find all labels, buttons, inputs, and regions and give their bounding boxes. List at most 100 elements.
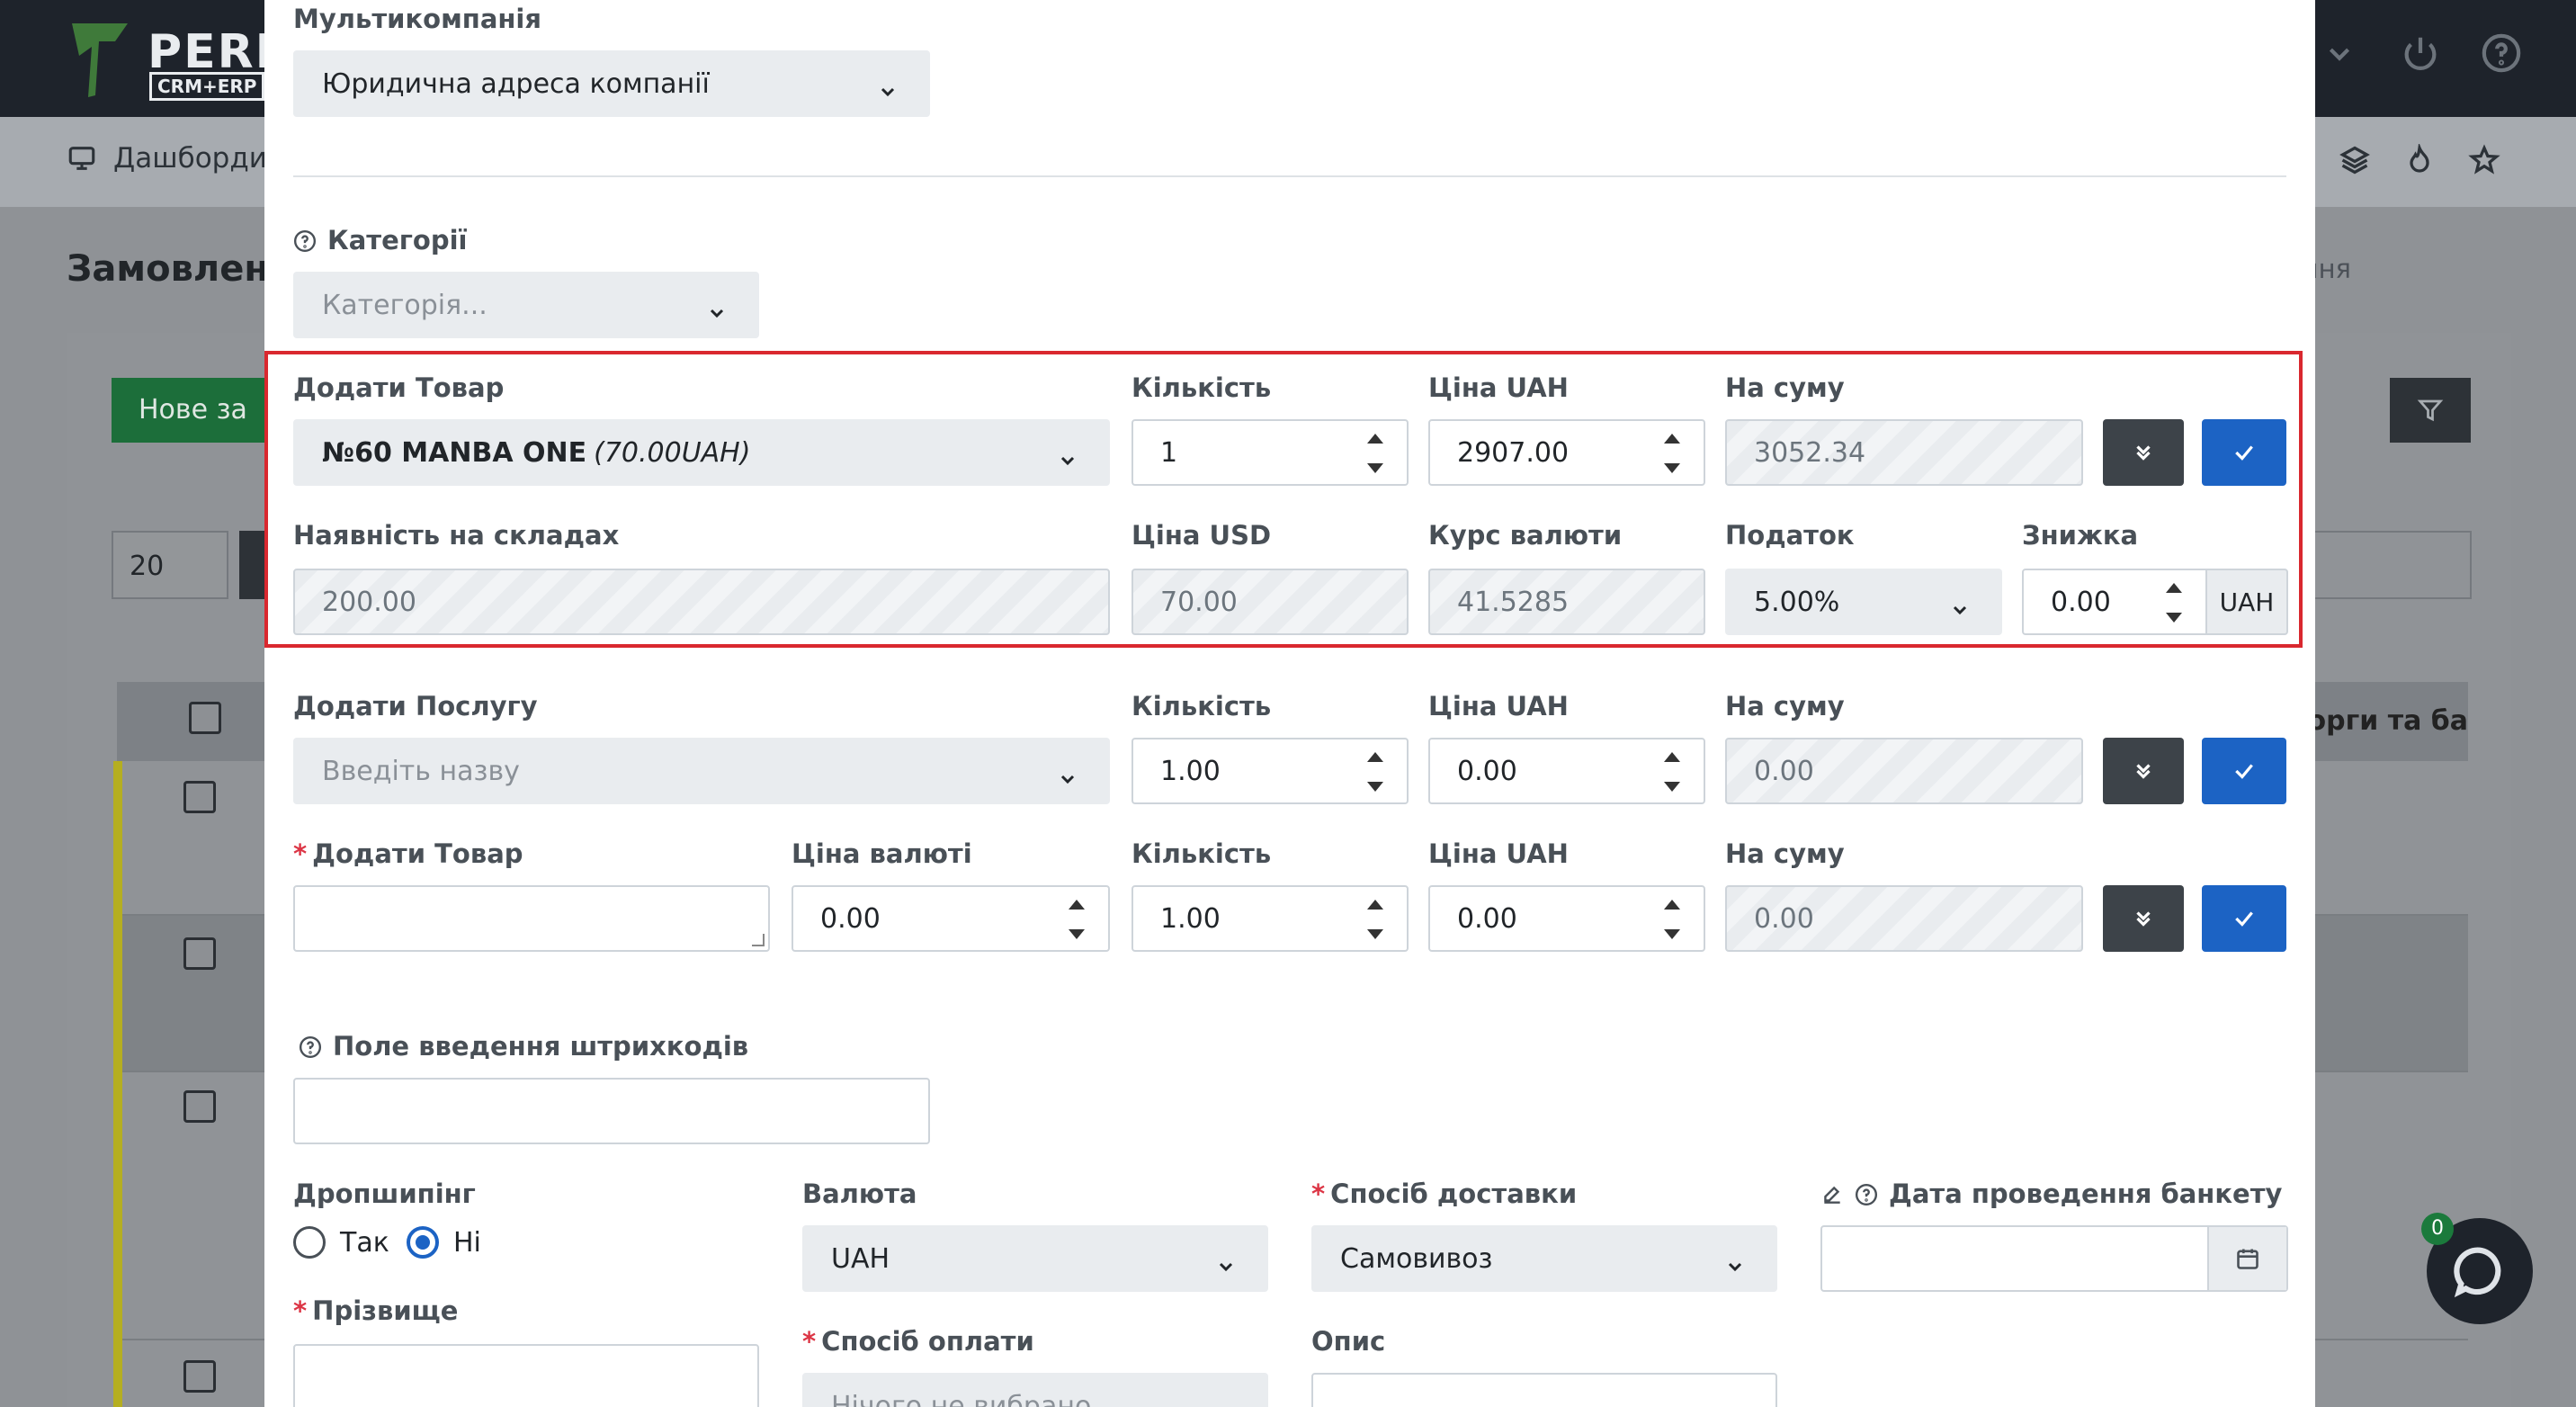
price-usd-label: Ціна USD: [1131, 520, 1272, 551]
expand-custom-button[interactable]: [2103, 885, 2184, 952]
nav-dashboards[interactable]: Дашборди: [67, 142, 267, 175]
company-logo[interactable]: PERF CRM+ERP: [68, 20, 293, 101]
stock-label: Наявність на складах: [293, 520, 620, 551]
edit-icon[interactable]: [1820, 1183, 1844, 1206]
description-label: Опис: [1311, 1326, 1386, 1357]
help-icon[interactable]: [2481, 32, 2522, 74]
price-stepper[interactable]: [1069, 900, 1088, 939]
confirm-custom-button[interactable]: [2202, 885, 2286, 952]
select-all-checkbox[interactable]: [189, 702, 221, 734]
check-icon: [2235, 445, 2253, 461]
chevron-down-icon: [1728, 1262, 1742, 1272]
dropshipping-yes-radio[interactable]: [293, 1226, 326, 1259]
custom-sum-field: 0.00: [1725, 885, 2083, 952]
exchange-rate-label: Курс валюти: [1428, 520, 1623, 551]
bulk-action-button[interactable]: [239, 531, 266, 599]
product-sum-label: На суму: [1725, 372, 1845, 403]
currency-select[interactable]: UAH: [802, 1225, 1268, 1292]
confirm-service-button[interactable]: [2202, 738, 2286, 804]
qty-stepper[interactable]: [1367, 752, 1387, 792]
barcode-input[interactable]: [293, 1078, 930, 1144]
service-sum-field: 0.00: [1725, 738, 2083, 804]
row-checkbox[interactable]: [183, 1360, 216, 1393]
resize-grip-icon[interactable]: [752, 934, 765, 946]
help-circle-icon[interactable]: [299, 1035, 322, 1059]
service-price-uah-input[interactable]: 0.00: [1428, 738, 1705, 804]
product-select[interactable]: №60 MANBA ONE (70.00UAH): [293, 419, 1110, 486]
fire-icon[interactable]: [2403, 144, 2436, 176]
service-select[interactable]: Введіть назву: [293, 738, 1110, 804]
currency-price-input[interactable]: 0.00: [792, 885, 1110, 952]
chat-widget-button[interactable]: 0: [2421, 1213, 2533, 1324]
add-custom-product-label: * Додати Товар: [293, 838, 523, 869]
layers-icon[interactable]: [2339, 144, 2371, 176]
product-price-uah-label: Ціна UAH: [1428, 372, 1569, 403]
confirm-product-button[interactable]: [2202, 419, 2286, 486]
tax-select[interactable]: 5.00%: [1725, 569, 2002, 635]
chevron-down-icon[interactable]: [2319, 32, 2360, 74]
custom-price-uah-label: Ціна UAH: [1428, 838, 1569, 869]
product-price-note: (70.00UAH): [594, 436, 751, 469]
service-price-uah-label: Ціна UAH: [1428, 691, 1569, 721]
banquet-date-label: Дата проведення банкету: [1820, 1178, 2282, 1209]
product-name: №60 MANBA ONE: [322, 436, 587, 469]
custom-product-textarea[interactable]: [293, 885, 770, 952]
service-sum-label: На суму: [1725, 691, 1845, 721]
custom-sum-label: На суму: [1725, 838, 1845, 869]
dropshipping-no-radio[interactable]: [407, 1226, 439, 1259]
banquet-date-input[interactable]: [1820, 1225, 2288, 1292]
row-checkbox[interactable]: [183, 1090, 216, 1123]
help-circle-icon[interactable]: [1855, 1183, 1878, 1206]
chevron-down-icon: [1060, 775, 1075, 784]
row-checkbox[interactable]: [183, 937, 216, 970]
row-checkbox[interactable]: [183, 781, 216, 813]
payment-select[interactable]: Нічого не вибрано: [802, 1373, 1268, 1407]
custom-qty-input[interactable]: 1.00: [1131, 885, 1409, 952]
dropshipping-no-label[interactable]: Ні: [453, 1227, 481, 1259]
price-stepper[interactable]: [1664, 900, 1684, 939]
tax-label: Податок: [1725, 520, 1855, 551]
star-icon[interactable]: [2468, 144, 2500, 176]
qty-stepper[interactable]: [1367, 900, 1387, 939]
price-stepper[interactable]: [1664, 752, 1684, 792]
product-price-uah-input[interactable]: 2907.00: [1428, 419, 1705, 486]
delivery-select[interactable]: Самовивоз: [1311, 1225, 1777, 1292]
order-modal: Мультикомпанія Юридична адреса компанії …: [264, 0, 2315, 1407]
discount-stepper[interactable]: [2166, 583, 2186, 623]
product-qty-label: Кількість: [1131, 372, 1272, 403]
custom-price-uah-input[interactable]: 0.00: [1428, 885, 1705, 952]
surname-input[interactable]: [293, 1344, 759, 1407]
delivery-label: * Спосіб доставки: [1311, 1178, 1578, 1209]
payment-label: * Спосіб оплати: [802, 1326, 1034, 1357]
expand-product-button[interactable]: [2103, 419, 2184, 486]
barcode-label: Поле введення штрихкодів: [299, 1031, 748, 1062]
dropshipping-yes-label[interactable]: Так: [340, 1227, 389, 1259]
categories-select[interactable]: Категорія...: [293, 272, 759, 338]
calendar-icon: [2237, 1249, 2258, 1269]
discount-currency-addon[interactable]: UAH: [2205, 569, 2288, 635]
filter-icon: [2417, 399, 2444, 422]
power-icon[interactable]: [2400, 32, 2441, 74]
service-qty-label: Кількість: [1131, 691, 1272, 721]
logo-mark-icon: [72, 23, 128, 97]
discount-input[interactable]: 0.00: [2022, 569, 2207, 635]
price-usd-field: 70.00: [1131, 569, 1409, 635]
per-page-select[interactable]: 20: [112, 531, 228, 599]
multicompany-select[interactable]: Юридична адреса компанії: [293, 50, 930, 117]
logo-sub: CRM+ERP: [149, 72, 265, 101]
service-qty-input[interactable]: 1.00: [1131, 738, 1409, 804]
product-qty-input[interactable]: 1: [1131, 419, 1409, 486]
help-circle-icon[interactable]: [293, 229, 317, 253]
qty-stepper[interactable]: [1367, 434, 1387, 473]
new-order-button[interactable]: Нове за: [112, 378, 282, 443]
stock-field: 200.00: [293, 569, 1110, 635]
expand-service-button[interactable]: [2103, 738, 2184, 804]
add-product-label: Додати Товар: [293, 372, 505, 403]
calendar-button[interactable]: [2207, 1227, 2286, 1290]
logo-word: PERF: [148, 25, 290, 79]
filter-button[interactable]: [2390, 378, 2471, 443]
chevrons-down-icon: [2136, 445, 2151, 461]
price-stepper[interactable]: [1664, 434, 1684, 473]
chevron-down-icon: [1060, 456, 1075, 466]
description-textarea[interactable]: [1311, 1373, 1777, 1407]
